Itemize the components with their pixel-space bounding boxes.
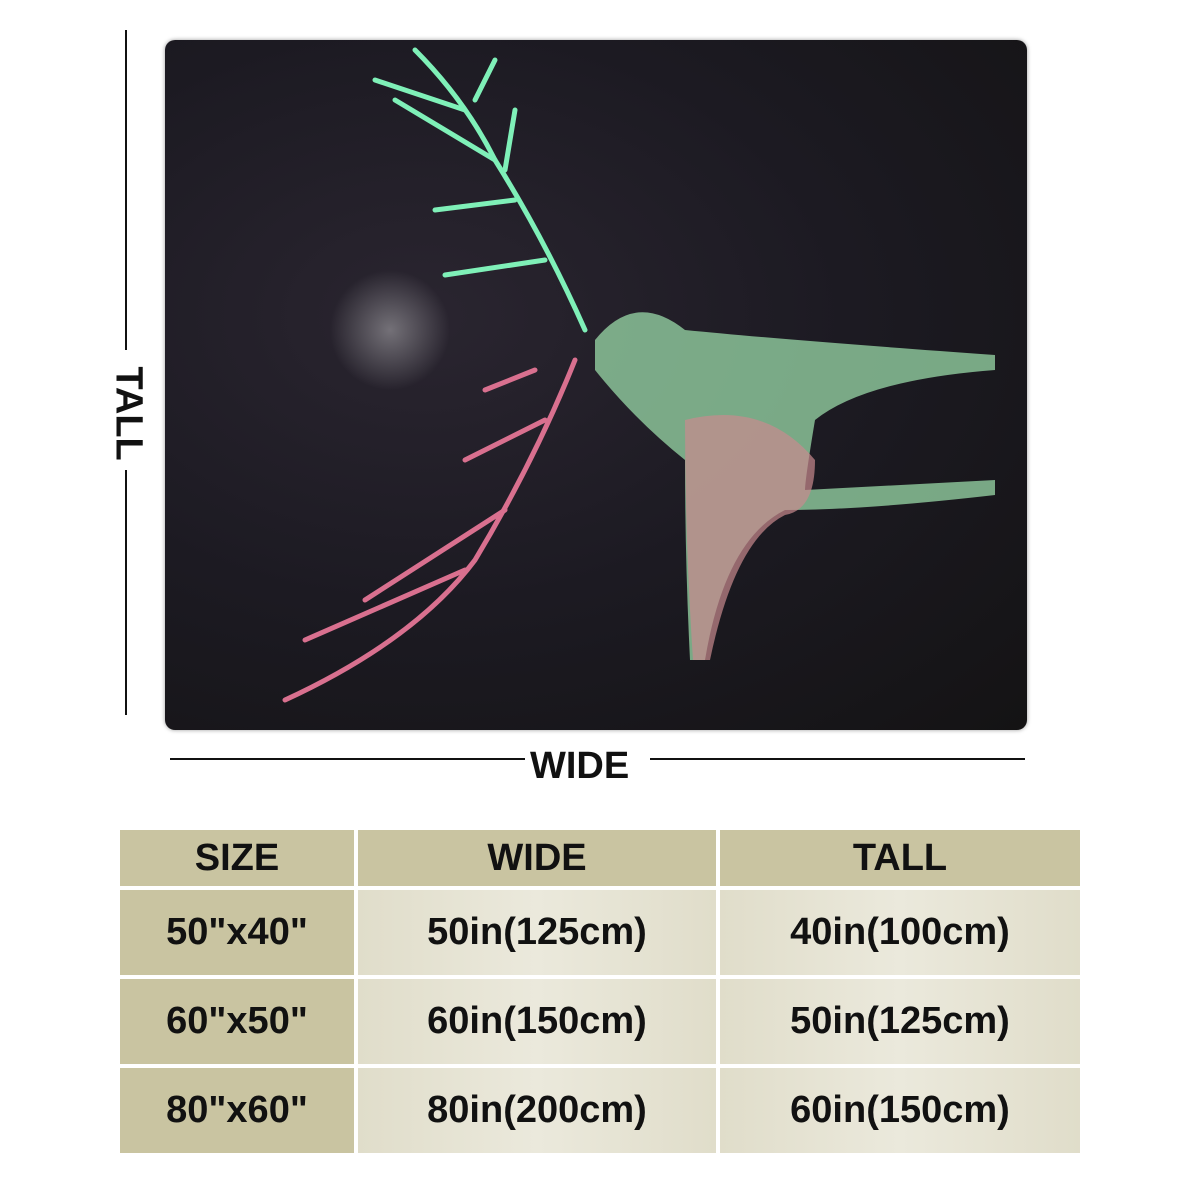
tall-cell: 50in(125cm) [720,979,1080,1064]
deer-artwork [282,47,995,703]
header-tall: TALL [720,830,1080,886]
size-cell: 60"x50" [120,979,354,1064]
tall-arrow-top [125,30,127,350]
wide-cell: 60in(150cm) [358,979,716,1064]
header-wide: WIDE [358,830,716,886]
tall-arrow-bottom [125,470,127,715]
tall-label: TALL [107,366,150,461]
deer-legs [685,415,815,660]
header-size: SIZE [120,830,354,886]
size-cell: 50"x40" [120,890,354,975]
wide-cell: 80in(200cm) [358,1068,716,1153]
wide-arrow-left [170,758,525,760]
green-antler [372,47,588,333]
moon-glow [330,270,450,390]
tall-cell: 60in(150cm) [720,1068,1080,1153]
wide-cell: 50in(125cm) [358,890,716,975]
tall-cell: 40in(100cm) [720,890,1080,975]
size-cell: 80"x60" [120,1068,354,1153]
wide-label: WIDE [530,745,630,787]
blanket-image [165,40,1027,730]
pink-antler [282,357,578,703]
wide-arrow-right [650,758,1025,760]
